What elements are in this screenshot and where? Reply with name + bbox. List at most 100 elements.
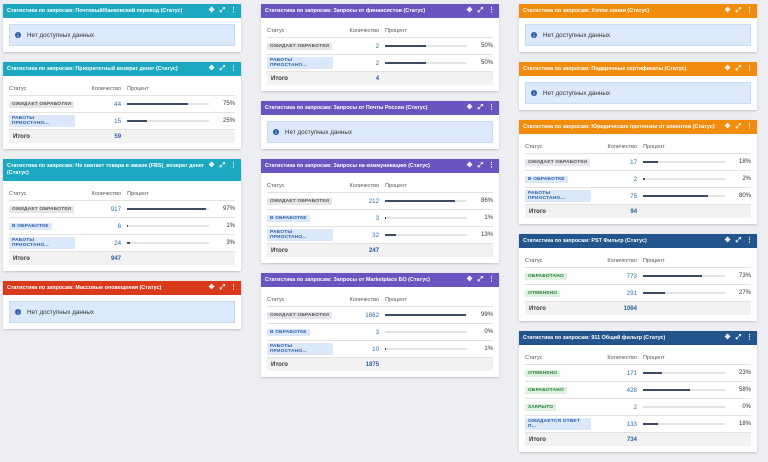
qty-link[interactable]: 15 [75, 112, 128, 130]
qty-link[interactable]: 6 [75, 217, 128, 235]
status-badge[interactable]: ОБРАБОТАНО [525, 386, 567, 394]
expand-icon[interactable]: ⤢ [477, 162, 484, 169]
expand-icon[interactable]: ⤢ [477, 276, 484, 283]
more-icon[interactable]: ⋮ [230, 7, 237, 14]
expand-icon[interactable]: ⤢ [219, 284, 226, 291]
move-icon[interactable]: ✥ [724, 65, 731, 72]
qty-link[interactable]: 10 [333, 340, 386, 358]
more-icon[interactable]: ⋮ [488, 7, 495, 14]
qty-link[interactable]: 171 [591, 364, 643, 382]
qty-link[interactable]: 2 [591, 170, 644, 188]
move-icon[interactable]: ✥ [466, 276, 473, 283]
qty-link[interactable]: 1862 [333, 306, 386, 324]
expand-icon[interactable]: ⤢ [477, 104, 484, 111]
more-icon[interactable]: ⋮ [746, 237, 753, 244]
status-badge[interactable]: РАБОТЫ ПРИОСТАНО... [9, 115, 76, 127]
total-value[interactable]: 1064 [591, 301, 643, 315]
status-badge[interactable]: ОЖИДАЕТ ОБРАБОТКИ [267, 197, 333, 205]
status-badge[interactable]: ОЖИДАЕТСЯ ОТВЕТ П... [525, 418, 592, 430]
status-badge[interactable]: РАБОТЫ ПРИОСТАНО... [9, 237, 76, 249]
qty-link[interactable]: 2 [333, 37, 386, 55]
qty-link[interactable]: 3 [333, 323, 386, 341]
total-value[interactable]: 734 [591, 432, 643, 446]
qty-link[interactable]: 133 [591, 415, 643, 433]
status-badge[interactable]: ЗАКРЫТО [525, 403, 557, 411]
move-icon[interactable]: ✥ [208, 65, 215, 72]
status-badge[interactable]: ОЖИДАЕТ ОБРАБОТКИ [267, 42, 333, 50]
status-badge[interactable]: В ОБРАБОТКЕ [267, 328, 310, 336]
qty-link[interactable]: 32 [333, 226, 386, 244]
more-icon[interactable]: ⋮ [746, 7, 753, 14]
status-badge[interactable]: В ОБРАБОТКЕ [267, 214, 310, 222]
no-data-text: Нет доступных данных [285, 128, 353, 136]
expand-icon[interactable]: ⤢ [735, 65, 742, 72]
qty-link[interactable]: 428 [591, 381, 643, 399]
widget-header: Статистика по запросам: Подарочные серти… [519, 62, 757, 76]
more-icon[interactable]: ⋮ [230, 162, 237, 169]
qty-link[interactable]: 917 [75, 200, 128, 218]
total-value[interactable]: 247 [333, 243, 386, 257]
total-value[interactable]: 4 [333, 71, 386, 85]
expand-icon[interactable]: ⤢ [219, 7, 226, 14]
qty-link[interactable]: 17 [591, 153, 644, 171]
qty-link[interactable]: 2 [333, 54, 386, 72]
total-value[interactable]: 1875 [333, 357, 386, 371]
stats-table: Статус Количество Процент ОЖИДАЕТ ОБРАБОТКИ… [267, 293, 493, 371]
total-value[interactable]: 94 [591, 204, 644, 218]
progress-bar [642, 275, 725, 277]
qty-link[interactable]: 75 [591, 187, 644, 205]
move-icon[interactable]: ✥ [724, 7, 731, 14]
expand-icon[interactable]: ⤢ [477, 7, 484, 14]
move-icon[interactable]: ✥ [466, 162, 473, 169]
status-badge[interactable]: РАБОТЫ ПРИОСТАНО... [525, 190, 592, 202]
qty-link[interactable]: 773 [591, 267, 643, 285]
qty-link[interactable]: 24 [75, 234, 128, 252]
status-badge[interactable]: ОЖИДАЕТ ОБРАБОТКИ [9, 205, 75, 213]
total-value[interactable]: 947 [75, 251, 128, 265]
move-icon[interactable]: ✥ [208, 284, 215, 291]
expand-icon[interactable]: ⤢ [219, 162, 226, 169]
progress-fill [127, 120, 148, 122]
more-icon[interactable]: ⋮ [488, 276, 495, 283]
status-badge[interactable]: ОТМЕНЕНО [525, 369, 561, 377]
move-icon[interactable]: ✥ [724, 334, 731, 341]
more-icon[interactable]: ⋮ [488, 104, 495, 111]
more-icon[interactable]: ⋮ [488, 162, 495, 169]
more-icon[interactable]: ⋮ [230, 65, 237, 72]
move-icon[interactable]: ✥ [724, 123, 731, 130]
move-icon[interactable]: ✥ [724, 237, 731, 244]
more-icon[interactable]: ⋮ [746, 123, 753, 130]
status-badge[interactable]: ОЖИДАЕТ ОБРАБОТКИ [267, 311, 333, 319]
move-icon[interactable]: ✥ [208, 162, 215, 169]
qty-link[interactable]: 291 [591, 284, 643, 302]
expand-icon[interactable]: ⤢ [735, 123, 742, 130]
col-header-status: Статус [525, 257, 543, 264]
status-badge[interactable]: ОТМЕНЕНО [525, 289, 561, 297]
qty-link[interactable]: 2 [591, 398, 643, 416]
more-icon[interactable]: ⋮ [230, 284, 237, 291]
status-badge[interactable]: В ОБРАБОТКЕ [525, 175, 568, 183]
status-badge[interactable]: ОЖИДАЕТ ОБРАБОТКИ [525, 158, 591, 166]
move-icon[interactable]: ✥ [466, 104, 473, 111]
widget-title: Статистика по запросам: Запросы от финан… [265, 7, 426, 14]
status-badge[interactable]: РАБОТЫ ПРИОСТАНО... [267, 57, 334, 69]
expand-icon[interactable]: ⤢ [735, 7, 742, 14]
status-badge[interactable]: В ОБРАБОТКЕ [9, 222, 52, 230]
status-badge[interactable]: РАБОТЫ ПРИОСТАНО... [267, 343, 334, 355]
expand-icon[interactable]: ⤢ [735, 334, 742, 341]
widget-card: Статистика по запросам: Запросы от финан… [261, 4, 499, 91]
qty-link[interactable]: 3 [333, 209, 386, 227]
status-badge[interactable]: РАБОТЫ ПРИОСТАНО... [267, 229, 334, 241]
more-icon[interactable]: ⋮ [746, 334, 753, 341]
move-icon[interactable]: ✥ [208, 7, 215, 14]
qty-link[interactable]: 44 [75, 95, 128, 113]
move-icon[interactable]: ✥ [466, 7, 473, 14]
qty-link[interactable]: 212 [333, 192, 386, 210]
status-badge[interactable]: ОБРАБОТАНО [525, 272, 567, 280]
percent-value: 0% [470, 323, 493, 341]
expand-icon[interactable]: ⤢ [219, 65, 226, 72]
total-value[interactable]: 59 [75, 129, 128, 143]
more-icon[interactable]: ⋮ [746, 65, 753, 72]
status-badge[interactable]: ОЖИДАЕТ ОБРАБОТКИ [9, 100, 75, 108]
expand-icon[interactable]: ⤢ [735, 237, 742, 244]
